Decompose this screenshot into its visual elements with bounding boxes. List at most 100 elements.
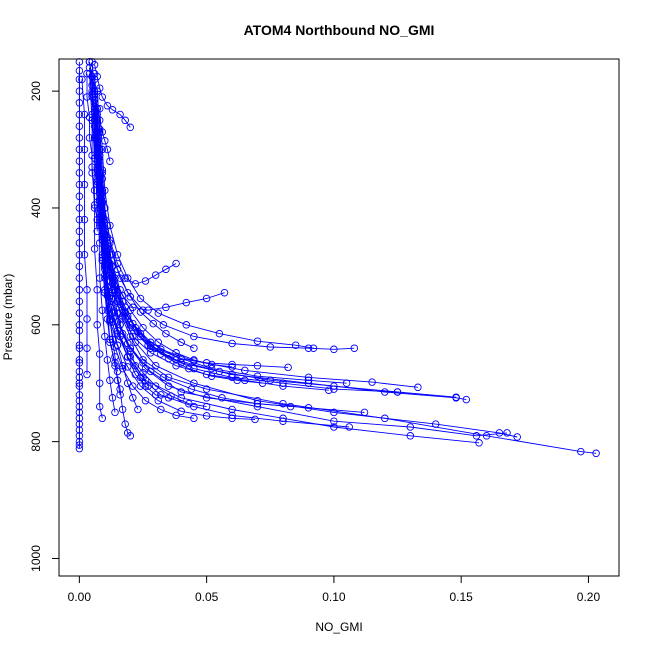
data-point: [253, 337, 262, 345]
data-point: [83, 370, 91, 379]
data-point: [228, 339, 236, 348]
data-point: [207, 372, 216, 380]
data-point: [121, 303, 129, 312]
series-line: [94, 111, 398, 393]
data-point: [98, 306, 107, 314]
data-point: [80, 215, 89, 224]
series-line: [91, 61, 518, 438]
data-point: [108, 106, 117, 114]
data-point: [95, 116, 104, 125]
data-point: [139, 359, 147, 367]
data-point: [123, 363, 132, 371]
series-line: [96, 131, 225, 311]
data-point: [121, 420, 129, 428]
data-point: [167, 392, 175, 400]
data-point: [95, 104, 104, 113]
data-point: [452, 393, 460, 401]
data-point: [141, 277, 150, 285]
data-point: [75, 110, 84, 119]
data-point: [482, 432, 491, 440]
data-point: [85, 134, 94, 142]
data-point: [139, 323, 147, 332]
data-point: [118, 361, 127, 370]
series-line: [96, 140, 139, 410]
data-point: [134, 328, 142, 336]
data-point: [304, 376, 313, 385]
data-point: [202, 359, 211, 367]
data-point: [75, 250, 84, 259]
data-point: [90, 90, 99, 98]
data-point: [131, 323, 140, 332]
data-point: [177, 338, 185, 347]
data-point: [177, 407, 185, 416]
data-point: [93, 104, 101, 113]
data-point: [95, 402, 104, 411]
data-point: [162, 303, 170, 312]
data-point: [121, 274, 129, 282]
chart-title: ATOM4 Northbound NO_GMI: [244, 22, 435, 38]
data-point: [75, 359, 84, 367]
data-point: [253, 361, 262, 370]
series-7: [90, 107, 402, 396]
data-point: [164, 382, 173, 390]
data-point: [121, 308, 129, 316]
data-point: [330, 408, 338, 417]
data-point: [106, 250, 114, 259]
data-point: [233, 376, 241, 385]
data-point: [123, 339, 132, 348]
data-point: [279, 417, 287, 425]
data-point: [304, 404, 313, 412]
data-point: [93, 137, 101, 145]
data-point: [75, 420, 84, 428]
data-point: [503, 429, 511, 437]
data-point: [111, 280, 119, 288]
series-5: [90, 69, 460, 401]
series-line: [96, 91, 177, 285]
data-point: [406, 423, 415, 431]
data-point: [144, 382, 152, 390]
x-tick-label: 0.15: [450, 590, 474, 604]
data-point: [266, 343, 275, 351]
data-point: [106, 376, 114, 385]
data-point: [83, 93, 91, 101]
data-point: [75, 441, 84, 449]
data-point: [350, 344, 359, 352]
data-point: [253, 399, 262, 408]
data-point: [187, 385, 196, 393]
series-line: [89, 67, 508, 437]
data-point: [162, 329, 170, 338]
data-point: [330, 345, 338, 354]
data-point: [98, 128, 107, 136]
data-point: [134, 405, 142, 414]
data-point: [75, 66, 84, 75]
data-point: [279, 382, 287, 390]
data-point: [131, 370, 140, 379]
series-37: [83, 69, 101, 236]
data-point: [113, 367, 122, 376]
plot-data: [75, 58, 600, 458]
data-point: [182, 298, 191, 307]
data-point: [80, 145, 89, 154]
data-point: [177, 354, 185, 363]
data-point: [75, 341, 84, 349]
data-point: [93, 227, 101, 236]
data-point: [202, 385, 211, 393]
data-point: [75, 382, 84, 390]
data-point: [190, 332, 198, 341]
data-point: [101, 250, 109, 259]
data-point: [129, 394, 137, 402]
data-point: [98, 175, 107, 183]
data-point: [151, 382, 160, 390]
data-point: [75, 408, 84, 417]
series-32: [88, 90, 124, 399]
data-point: [123, 429, 132, 437]
data-point: [80, 180, 89, 189]
x-tick-label: 0.10: [322, 590, 346, 604]
data-point: [177, 394, 185, 402]
data-point: [116, 274, 124, 282]
data-point: [75, 297, 84, 306]
data-point: [462, 395, 471, 404]
data-point: [475, 439, 483, 447]
data-point: [108, 394, 117, 402]
